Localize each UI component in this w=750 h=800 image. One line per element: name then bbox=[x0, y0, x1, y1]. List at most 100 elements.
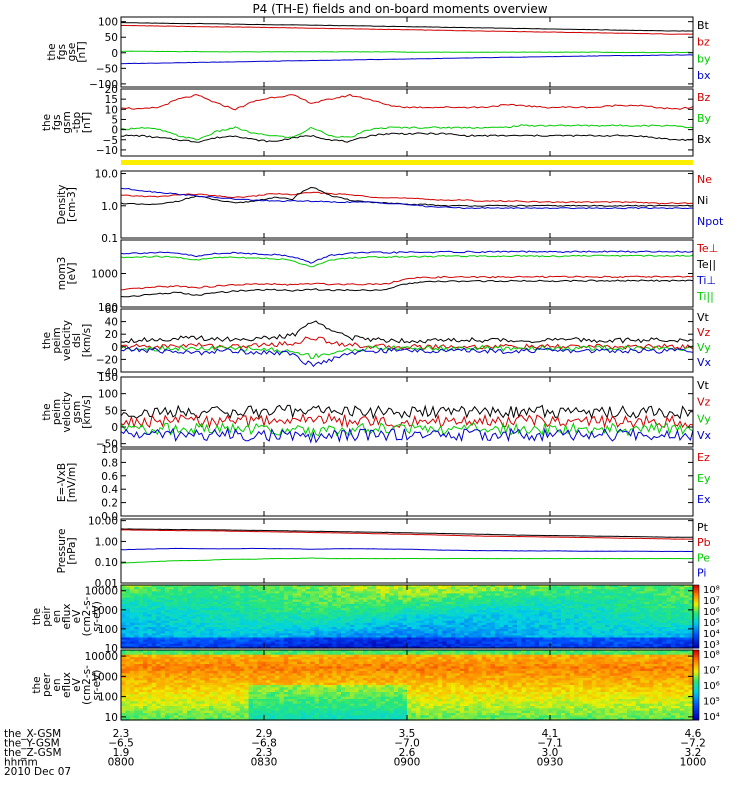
peir_spec-cell bbox=[371, 645, 377, 649]
peir_spec-cell bbox=[547, 601, 553, 605]
peir_spec-cell bbox=[556, 597, 562, 601]
peir_spec-cell bbox=[367, 643, 373, 647]
peir_spec-cell bbox=[583, 585, 588, 588]
peir_spec-cell bbox=[653, 620, 659, 624]
peir_spec-cell bbox=[455, 629, 461, 632]
peir_spec-cell bbox=[314, 608, 320, 611]
peir_spec-cell bbox=[446, 612, 452, 615]
peir_spec-cell bbox=[688, 616, 694, 620]
peer_spec-cell bbox=[129, 675, 135, 679]
peir_spec-cell bbox=[525, 587, 531, 590]
peir_spec-cell bbox=[257, 631, 263, 634]
peir_spec-cell bbox=[160, 637, 166, 641]
y-axis-label: [eV] bbox=[66, 263, 78, 285]
peer_spec-cell bbox=[143, 713, 148, 716]
peir_spec-cell bbox=[195, 591, 201, 594]
peir_spec-cell bbox=[292, 599, 298, 603]
peir_spec-cell bbox=[464, 591, 470, 594]
peir_spec-cell bbox=[380, 595, 386, 599]
peir_spec-cell bbox=[305, 620, 311, 624]
peir_spec-cell bbox=[517, 603, 522, 607]
peir_spec-cell bbox=[209, 595, 214, 599]
peer_spec-cell bbox=[226, 650, 232, 653]
peir_spec-cell bbox=[684, 610, 690, 613]
peir_spec-cell bbox=[591, 629, 597, 632]
peer_spec-cell bbox=[156, 703, 162, 707]
peer_spec-cell bbox=[160, 713, 166, 716]
peir_spec-cell bbox=[147, 624, 153, 628]
peir_spec-cell bbox=[649, 618, 654, 622]
peir_spec-cell bbox=[657, 631, 663, 634]
peer_spec-cell bbox=[147, 666, 153, 670]
peer_spec-cell bbox=[195, 661, 201, 665]
peer_spec-cell bbox=[134, 703, 140, 707]
peir_spec-cell bbox=[455, 612, 461, 615]
peir_spec-cell bbox=[495, 635, 500, 639]
peir_spec-cell bbox=[640, 610, 646, 613]
peer_spec-cell bbox=[191, 708, 197, 712]
peir_spec-cell bbox=[182, 618, 188, 622]
peer_spec-cell bbox=[187, 652, 192, 656]
peir_spec-cell bbox=[657, 622, 663, 626]
peir_spec-cell bbox=[165, 591, 170, 594]
peir_spec-cell bbox=[433, 606, 439, 609]
peir_spec-cell bbox=[499, 585, 505, 588]
peir_spec-cell bbox=[195, 593, 201, 597]
peer_spec-cell bbox=[173, 701, 179, 705]
peir_spec-cell bbox=[477, 631, 483, 634]
peir_spec-cell bbox=[486, 595, 492, 599]
peir_spec-cell bbox=[512, 608, 518, 611]
peir_spec-cell bbox=[358, 597, 364, 601]
peir_spec-cell bbox=[354, 629, 360, 632]
peir_spec-cell bbox=[319, 614, 324, 618]
peir_spec-cell bbox=[613, 629, 619, 632]
peir_spec-cell bbox=[688, 633, 694, 636]
peer_spec-cell bbox=[209, 710, 214, 714]
peir_spec-cell bbox=[464, 643, 470, 647]
peir_spec-cell bbox=[627, 620, 632, 624]
y-tick-label: 0 bbox=[111, 125, 118, 137]
peir_spec-cell bbox=[605, 591, 610, 594]
peir_spec-cell bbox=[657, 595, 663, 599]
peir_spec-cell bbox=[525, 585, 531, 588]
peir_spec-cell bbox=[583, 610, 588, 613]
legend-entry-Ni: Ni bbox=[697, 194, 708, 207]
peir_spec-cell bbox=[583, 593, 588, 597]
peir_spec-cell bbox=[376, 618, 382, 622]
peir_spec-cell bbox=[574, 627, 580, 630]
peir_spec-cell bbox=[323, 589, 329, 592]
peir_spec-cell bbox=[222, 643, 228, 647]
peir_spec-cell bbox=[147, 633, 153, 636]
peir_spec-cell bbox=[222, 593, 228, 597]
peir_spec-cell bbox=[182, 591, 188, 594]
peir_spec-cell bbox=[534, 599, 540, 603]
peir_spec-cell bbox=[358, 637, 364, 641]
peir_spec-cell bbox=[569, 645, 575, 649]
peer_spec-cell bbox=[187, 654, 192, 658]
peer_spec-cell bbox=[187, 706, 192, 709]
peir_spec-cell bbox=[261, 595, 267, 599]
peir_spec-cell bbox=[182, 610, 188, 613]
peir_spec-cell bbox=[376, 589, 382, 592]
peir_spec-cell bbox=[125, 645, 131, 649]
colorbar-segment bbox=[693, 588, 699, 591]
peir_spec-cell bbox=[455, 639, 461, 643]
peir_spec-cell bbox=[398, 622, 404, 626]
peir_spec-cell bbox=[662, 608, 668, 611]
peir_spec-cell bbox=[451, 585, 456, 588]
peir_spec-cell bbox=[499, 608, 505, 611]
peer_spec-cell bbox=[182, 694, 188, 698]
peir_spec-cell bbox=[635, 635, 641, 639]
peir_spec-cell bbox=[341, 631, 346, 634]
peir_spec-cell bbox=[187, 603, 192, 607]
peer_spec-cell bbox=[213, 706, 219, 709]
peir_spec-cell bbox=[574, 599, 580, 603]
peir_spec-cell bbox=[635, 606, 641, 609]
peir_spec-cell bbox=[481, 606, 487, 609]
peir_spec-cell bbox=[622, 591, 628, 594]
peer_spec-cell bbox=[134, 654, 140, 658]
peir_spec-cell bbox=[248, 593, 254, 597]
peir_spec-cell bbox=[129, 595, 135, 599]
peir_spec-cell bbox=[332, 610, 338, 613]
peir_spec-cell bbox=[539, 585, 544, 588]
